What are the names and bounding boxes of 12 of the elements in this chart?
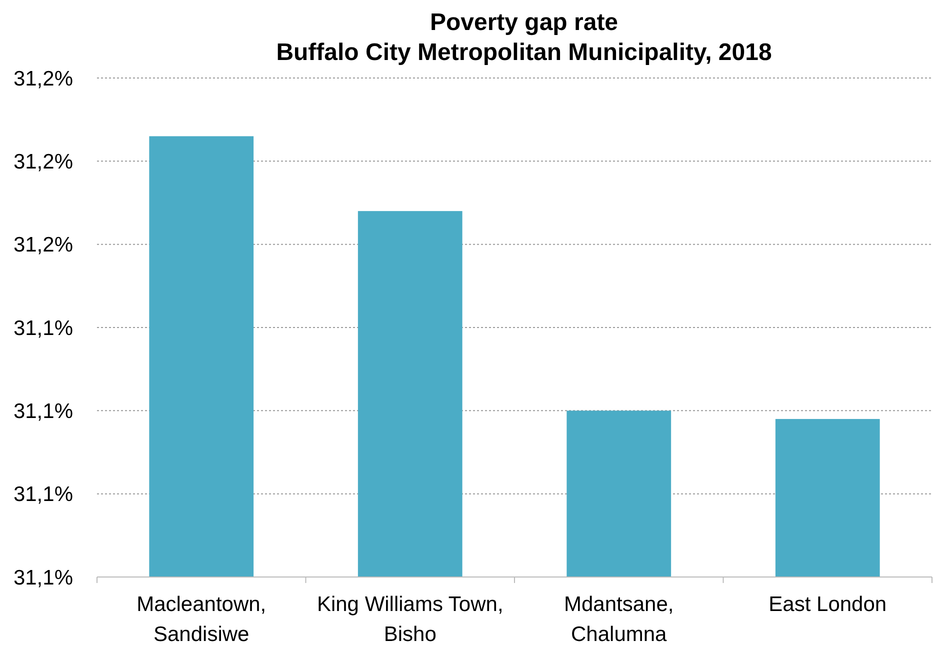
x-tick-label: East London xyxy=(768,593,887,616)
x-tick-label: Macleantown, Sandisiwe xyxy=(136,593,266,646)
y-tick-label: 31,1% xyxy=(13,566,73,590)
x-tick-label: King Williams Town, Bisho xyxy=(316,593,504,646)
y-tick-label: 31,1% xyxy=(13,400,73,424)
y-tick-label: 31,1% xyxy=(13,483,73,506)
y-tick-label: 31,1% xyxy=(13,316,73,340)
x-tick-label: Mdantsane, Chalumna xyxy=(564,593,674,646)
y-tick-label: 31,2% xyxy=(13,150,73,174)
chart-title: Poverty gap rate Buffalo City Metropolitan Municipality, 2018 xyxy=(276,9,772,66)
y-tick-label: 31,2% xyxy=(13,234,73,257)
y-tick-label: 31,2% xyxy=(13,67,73,90)
